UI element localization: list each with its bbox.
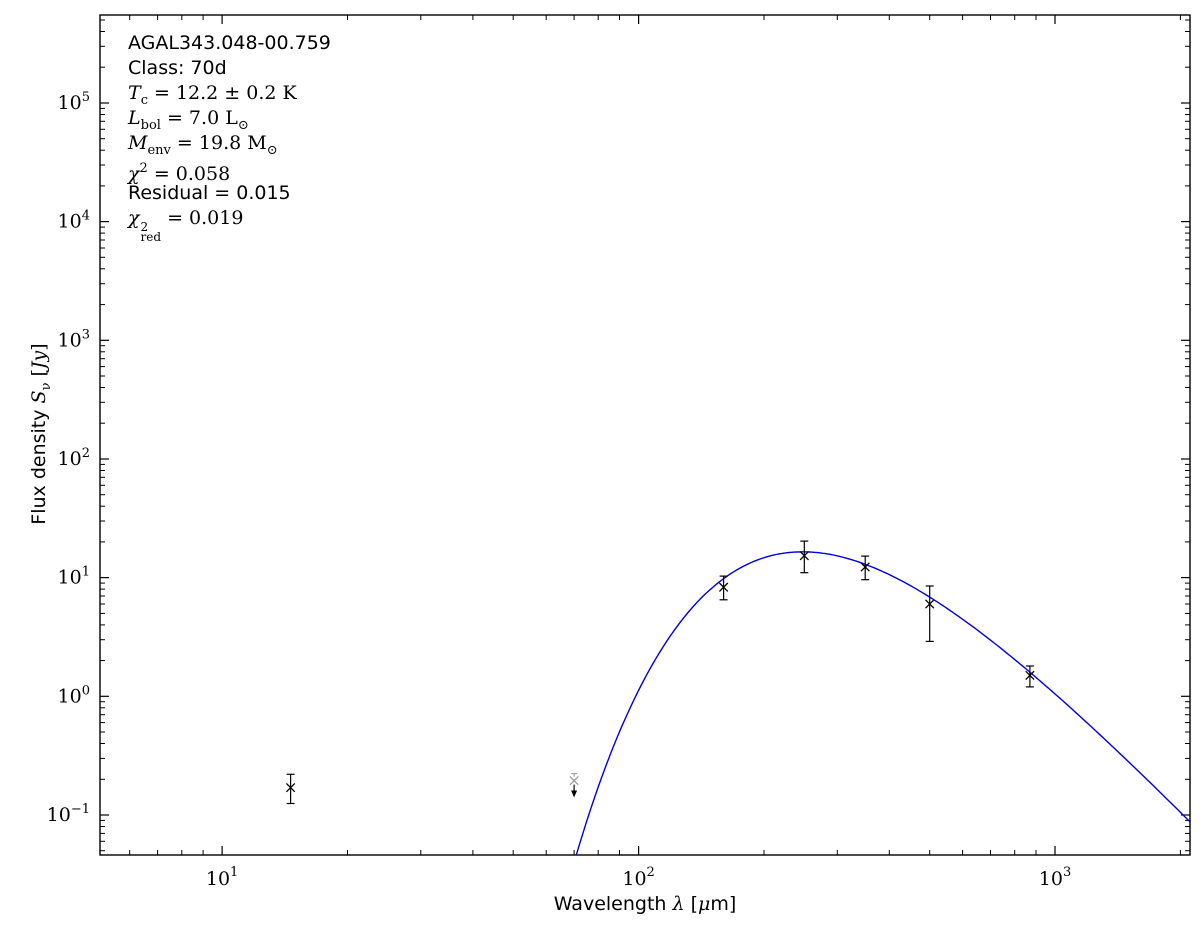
fit-annotation-block: AGAL343.048-00.759 Class: 70d Tc = 12.2 ± …: [128, 31, 331, 244]
plot-frame: [99, 14, 1191, 856]
data-point: [860, 555, 870, 581]
data-point: [1025, 665, 1035, 688]
annotation-line-2: Class: 70d: [128, 57, 227, 79]
data-point: [799, 540, 809, 574]
x-tick-label: 103: [1039, 865, 1071, 890]
fit-curve: [575, 551, 1190, 855]
x-axis-ticks: [129, 15, 1181, 855]
annotation-line-8: χ 2 red = 0.019: [128, 207, 244, 244]
annotation-line-3: Tc = 12.2 ± 0.2 K: [128, 82, 297, 108]
annotation-line-6: χ2 = 0.058: [128, 161, 231, 185]
x-tick-label: 101: [206, 865, 238, 890]
y-tick-label: 103: [58, 327, 90, 351]
y-tick-label: 104: [58, 209, 90, 233]
annotation-line-4: Lbol = 7.0 L⊙: [128, 107, 249, 133]
y-axis-ticks: [100, 19, 1190, 852]
x-tick-label: 102: [622, 865, 654, 890]
y-tick-label: 105: [58, 90, 90, 114]
data-point: [925, 585, 935, 643]
y-tick-label: 100: [58, 683, 90, 707]
annotation-line-7: Residual = 0.015: [128, 182, 291, 204]
y-tick-label: 102: [58, 446, 90, 470]
x-tick-labels: 101 102 103: [206, 865, 1071, 890]
x-axis-label: Wavelength λ [μm]: [553, 893, 737, 915]
data-points: [285, 540, 1035, 805]
y-axis-label: Flux density Sν [Jy]: [28, 343, 54, 525]
data-point: [718, 575, 729, 601]
chi2-red-stack: 2 red: [140, 220, 162, 244]
annotation-line-1: AGAL343.048-00.759: [128, 32, 331, 54]
upper-limit-point: [569, 773, 579, 798]
data-point: [285, 773, 296, 805]
y-tick-label: 10−1: [47, 802, 90, 826]
y-tick-label: 101: [58, 565, 90, 589]
annotation-line-5: Menv = 19.8 M⊙: [128, 132, 278, 158]
